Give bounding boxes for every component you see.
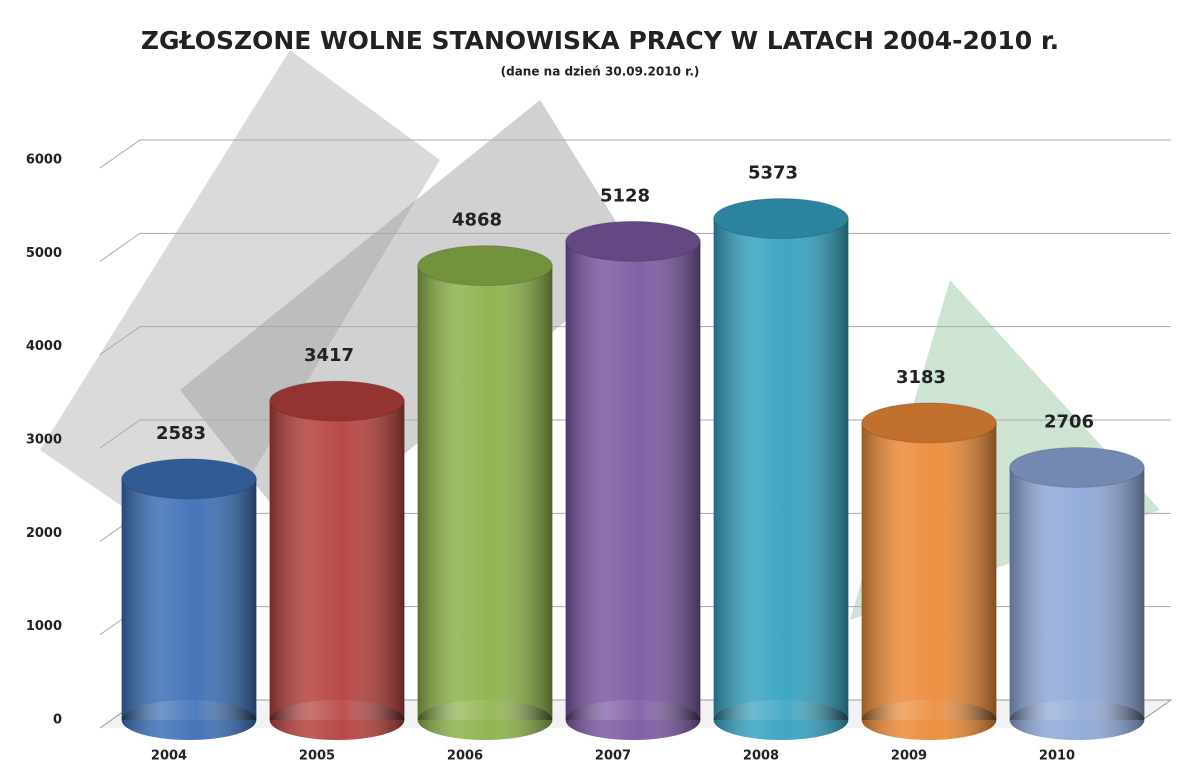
x-tick-label: 2008: [743, 749, 779, 764]
x-tick-label: 2010: [1039, 749, 1075, 764]
value-label: 5373: [748, 163, 798, 184]
bar-shade: [714, 219, 849, 720]
y-tick-label: 3000: [26, 433, 62, 448]
y-tick-label: 4000: [26, 339, 62, 354]
value-label: 2583: [156, 423, 206, 444]
bar-shade: [270, 401, 405, 720]
value-label: 2706: [1044, 411, 1094, 432]
x-tick-label: 2006: [447, 749, 483, 764]
bar-cap-shade: [862, 403, 997, 443]
y-tick-label: 2000: [26, 526, 62, 541]
chart-title: ZGŁOSZONE WOLNE STANOWISKA PRACY W LATAC…: [141, 26, 1059, 55]
chart: ZGŁOSZONE WOLNE STANOWISKA PRACY W LATAC…: [0, 0, 1195, 771]
bar-shade: [1010, 467, 1145, 720]
bar-cap-shade: [270, 381, 405, 421]
x-tick-label: 2005: [299, 749, 335, 764]
bar-shade: [122, 479, 257, 720]
y-tick-label: 1000: [26, 619, 62, 634]
chart-subtitle: (dane na dzień 30.09.2010 r.): [501, 65, 700, 79]
x-tick-label: 2009: [891, 749, 927, 764]
x-tick-label: 2007: [595, 749, 631, 764]
y-tick-label: 5000: [26, 246, 62, 261]
bar-shade: [862, 423, 997, 720]
bar-cap-shade: [1010, 447, 1145, 487]
x-tick-label: 2004: [151, 749, 187, 764]
bar-shade: [418, 266, 553, 720]
y-tick-label: 0: [53, 713, 62, 728]
bar-cap-shade: [418, 246, 553, 286]
value-label: 3417: [304, 345, 354, 366]
y-tick-label: 6000: [26, 153, 62, 168]
value-label: 4868: [452, 210, 502, 231]
value-label: 5128: [600, 185, 650, 206]
bar-cap-shade: [122, 459, 257, 499]
bar-cap-shade: [566, 221, 701, 261]
bar-shade: [566, 241, 701, 720]
value-label: 3183: [896, 367, 946, 388]
bar-cap-shade: [714, 199, 849, 239]
